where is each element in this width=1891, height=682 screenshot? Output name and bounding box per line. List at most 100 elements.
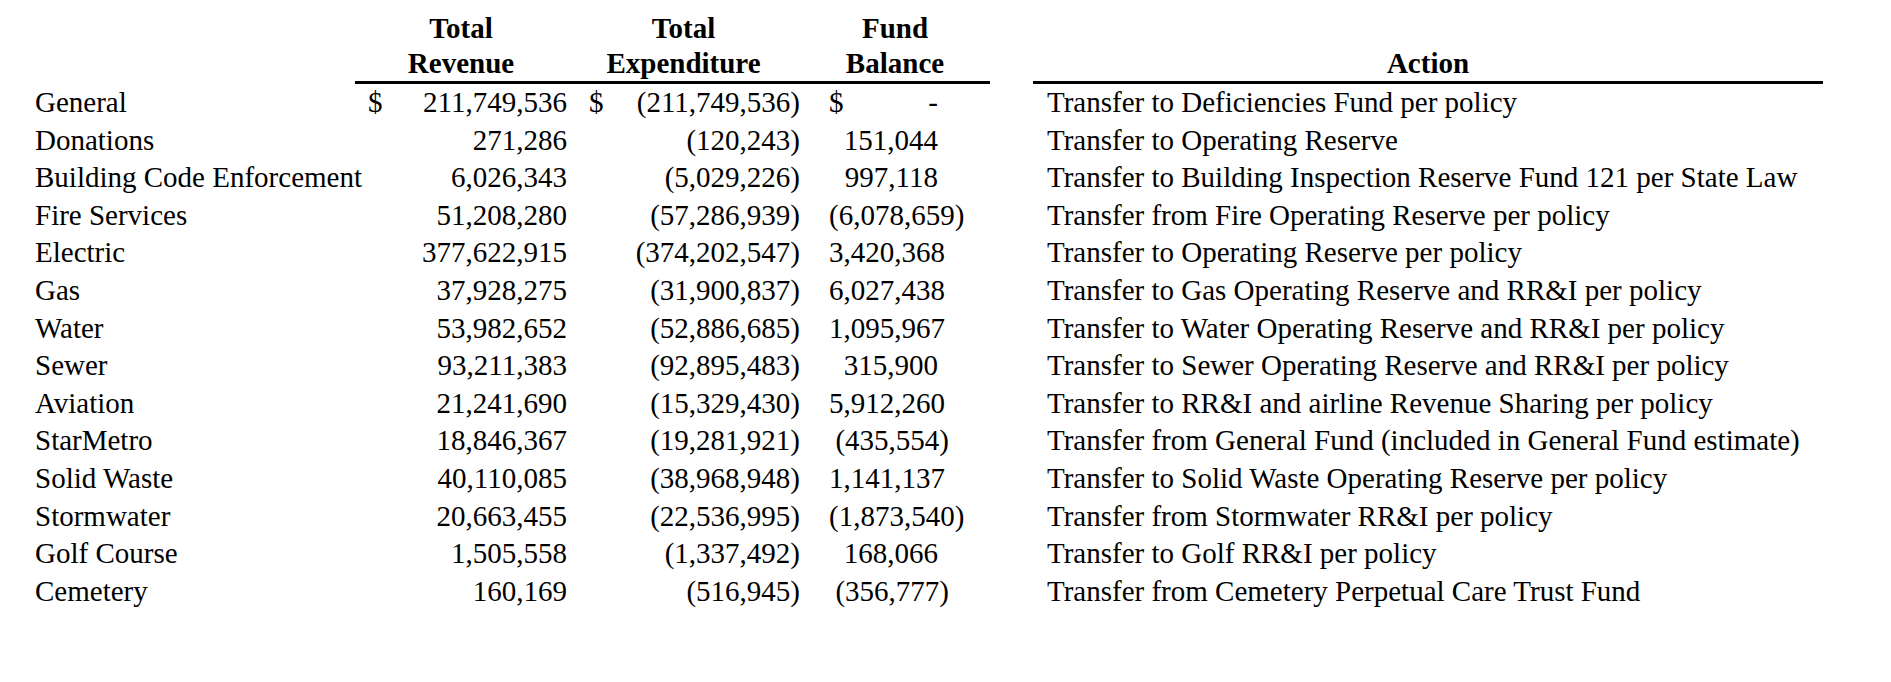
- fund-name-cell: Gas: [35, 272, 355, 310]
- revenue-value: 37,928,275: [437, 272, 568, 310]
- table-row: Donations271,286(120,243)151,044Transfer…: [35, 122, 1891, 160]
- balance-value: (356,777): [835, 573, 949, 611]
- table-row: General$211,749,536 $ (211,749,536)$- Trans…: [35, 84, 1891, 122]
- expenditure-cell: (374,202,547): [567, 234, 800, 272]
- revenue-value: 6,026,343: [451, 159, 567, 197]
- expenditure-cell: $ (211,749,536): [567, 84, 800, 122]
- column-gap: [990, 310, 1033, 348]
- revenue-cell: 271,286: [355, 122, 567, 160]
- fund-name-cell: Solid Waste: [35, 460, 355, 498]
- expenditure-value: (211,749,536): [637, 84, 800, 122]
- action-cell: Transfer from Cemetery Perpetual Care Tr…: [1033, 573, 1823, 611]
- revenue-value: 20,663,455: [437, 498, 568, 536]
- expenditure-value: (92,895,483): [650, 347, 800, 385]
- total-revenue-header-line2: Revenue: [355, 46, 567, 81]
- balance-value: 168,066: [844, 535, 938, 573]
- revenue-cell: $211,749,536: [355, 84, 567, 122]
- fund-name-cell: StarMetro: [35, 422, 355, 460]
- expenditure-cell: (15,329,430): [567, 385, 800, 423]
- table-body: General$211,749,536 $ (211,749,536)$- Trans…: [35, 84, 1891, 610]
- expenditure-cell: (516,945): [567, 573, 800, 611]
- action-column-header: Action: [1033, 10, 1823, 84]
- action-cell: Transfer from General Fund (included in …: [1033, 422, 1823, 460]
- fund-name-cell: Electric: [35, 234, 355, 272]
- fund-name-cell: General: [35, 84, 355, 122]
- table-row: Electric 377,622,915 (374,202,547) 3,420,36…: [35, 234, 1891, 272]
- fund-name-cell: Donations: [35, 122, 355, 160]
- expenditure-value: (22,536,995): [650, 498, 800, 536]
- revenue-cell: 20,663,455: [355, 498, 567, 536]
- revenue-value: 18,846,367: [437, 422, 568, 460]
- expenditure-cell: (31,900,837): [567, 272, 800, 310]
- revenue-value: 211,749,536: [423, 84, 567, 122]
- fund-name-cell: Stormwater: [35, 498, 355, 536]
- column-gap: [990, 422, 1033, 460]
- expenditure-cell: (92,895,483): [567, 347, 800, 385]
- balance-cell: 1,095,967: [800, 310, 990, 348]
- fund-name-cell: Cemetery: [35, 573, 355, 611]
- expenditure-value: (57,286,939): [650, 197, 800, 235]
- fund-name-cell: Water: [35, 310, 355, 348]
- expenditure-cell: (120,243): [567, 122, 800, 160]
- table-header-row: Total Revenue Total Expenditure Fund Bal…: [35, 10, 1891, 84]
- revenue-cell: 160,169: [355, 573, 567, 611]
- action-cell: Transfer to RR&I and airline Revenue Sha…: [1033, 385, 1823, 423]
- table-row: Stormwater 20,663,455 (22,536,995)(1,873,5…: [35, 498, 1891, 536]
- balance-value: 3,420,368: [829, 234, 945, 272]
- action-cell: Transfer to Deficiencies Fund per policy: [1033, 84, 1823, 122]
- column-gap: [990, 84, 1033, 122]
- expenditure-value: (31,900,837): [650, 272, 800, 310]
- expenditure-value: (5,029,226): [665, 159, 800, 197]
- column-gap: [990, 10, 1033, 84]
- balance-value: 5,912,260: [829, 385, 945, 423]
- fund-balance-column-header: Fund Balance: [800, 10, 990, 84]
- revenue-cell: 377,622,915: [355, 234, 567, 272]
- column-gap: [990, 385, 1033, 423]
- expenditure-value: (52,886,685): [650, 310, 800, 348]
- expenditure-cell: (57,286,939): [567, 197, 800, 235]
- expenditure-cell: (1,337,492): [567, 535, 800, 573]
- balance-cell: (1,873,540): [800, 498, 990, 536]
- expenditure-value: (19,281,921): [650, 422, 800, 460]
- fund-name-cell: Building Code Enforcement: [35, 159, 355, 197]
- table-row: Fire Services51,208,280 (57,286,939)(6,07…: [35, 197, 1891, 235]
- column-gap: [990, 234, 1033, 272]
- column-gap: [990, 535, 1033, 573]
- fund-name-cell: Fire Services: [35, 197, 355, 235]
- table-row: Aviation 21,241,690 (15,329,430) 5,912,260 T…: [35, 385, 1891, 423]
- revenue-cell: 51,208,280: [355, 197, 567, 235]
- table-row: Golf Course1,505,558(1,337,492)168,066Tr…: [35, 535, 1891, 573]
- balance-value: 1,095,967: [829, 310, 945, 348]
- action-header-label: Action: [1033, 46, 1823, 81]
- revenue-value: 93,211,383: [438, 347, 567, 385]
- expenditure-cell: (38,968,948): [567, 460, 800, 498]
- total-revenue-header-line1: Total: [355, 11, 567, 46]
- expenditure-value: (15,329,430): [650, 385, 800, 423]
- expenditure-value: (516,945): [686, 573, 800, 611]
- fund-name-column-header: [35, 10, 355, 84]
- expenditure-value: (374,202,547): [636, 234, 800, 272]
- column-gap: [990, 159, 1033, 197]
- fund-summary-sheet: Total Revenue Total Expenditure Fund Bal…: [0, 0, 1891, 610]
- action-cell: Transfer to Operating Reserve per policy: [1033, 234, 1823, 272]
- revenue-value: 160,169: [473, 573, 567, 611]
- action-cell: Transfer to Golf RR&I per policy: [1033, 535, 1823, 573]
- balance-value: 6,027,438: [829, 272, 945, 310]
- revenue-value: 40,110,085: [438, 460, 567, 498]
- revenue-value: 1,505,558: [451, 535, 567, 573]
- balance-cell: 3,420,368: [800, 234, 990, 272]
- balance-cell: 151,044: [800, 122, 990, 160]
- column-gap: [990, 498, 1033, 536]
- balance-value: -: [928, 84, 938, 122]
- balance-cell: 168,066: [800, 535, 990, 573]
- balance-cell: $-: [800, 84, 990, 122]
- balance-cell: (6,078,659): [800, 197, 990, 235]
- balance-cell: 1,141,137: [800, 460, 990, 498]
- revenue-value: 21,241,690: [437, 385, 568, 423]
- revenue-value: 377,622,915: [422, 234, 567, 272]
- fund-name-cell: Aviation: [35, 385, 355, 423]
- action-cell: Transfer from Stormwater RR&I per policy: [1033, 498, 1823, 536]
- table-row: Solid Waste 40,110,085(38,968,948)1,141,1…: [35, 460, 1891, 498]
- dollar-sign: $: [589, 84, 604, 122]
- expenditure-value: (120,243): [686, 122, 800, 160]
